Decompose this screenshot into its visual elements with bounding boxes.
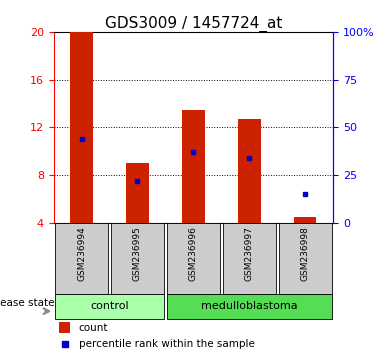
FancyBboxPatch shape [167, 294, 332, 319]
FancyBboxPatch shape [167, 223, 220, 294]
FancyBboxPatch shape [223, 223, 276, 294]
Bar [126, 163, 149, 223]
Text: count: count [79, 322, 108, 332]
Title: GDS3009 / 1457724_at: GDS3009 / 1457724_at [105, 16, 282, 32]
FancyBboxPatch shape [55, 223, 108, 294]
Text: control: control [90, 301, 129, 311]
Text: GSM236997: GSM236997 [245, 227, 254, 281]
Bar [182, 109, 205, 223]
Bar [294, 217, 316, 223]
Text: GSM236996: GSM236996 [189, 227, 198, 281]
Bar [59, 322, 70, 333]
Bar [70, 32, 93, 223]
Text: medulloblastoma: medulloblastoma [201, 301, 298, 311]
Text: GSM236998: GSM236998 [301, 227, 310, 281]
Text: percentile rank within the sample: percentile rank within the sample [79, 339, 255, 349]
FancyBboxPatch shape [279, 223, 332, 294]
Text: GSM236994: GSM236994 [77, 227, 86, 281]
FancyBboxPatch shape [55, 294, 164, 319]
Text: GSM236995: GSM236995 [133, 227, 142, 281]
FancyBboxPatch shape [111, 223, 164, 294]
Text: disease state: disease state [0, 297, 54, 308]
Bar [238, 119, 260, 223]
